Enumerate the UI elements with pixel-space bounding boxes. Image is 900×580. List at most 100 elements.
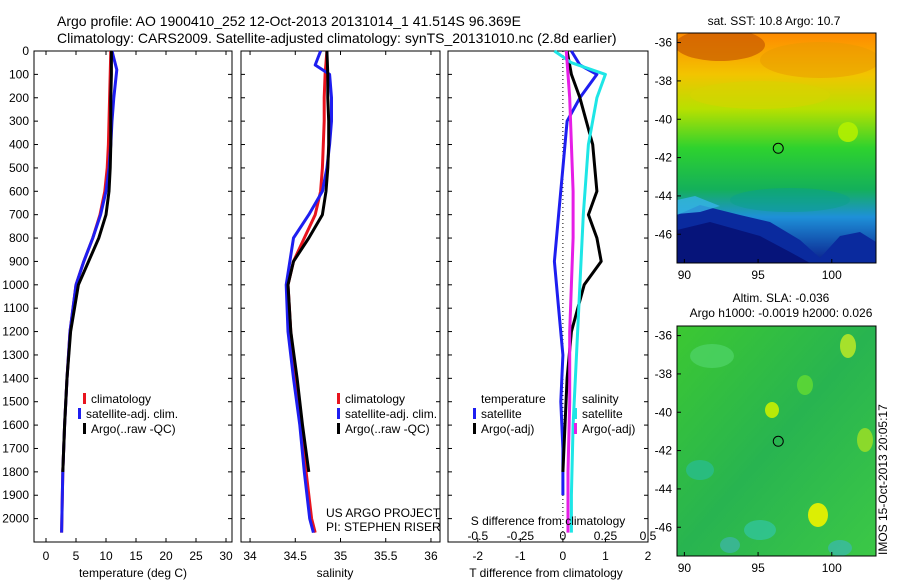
salinity-axis-label: salinity (317, 566, 354, 580)
sla-map-title-2: Argo h1000: -0.0019 h2000: 0.026 (690, 306, 873, 320)
float-position-marker (772, 435, 784, 447)
legend-swatch-argo (337, 423, 340, 434)
x-tick-label: 25 (189, 549, 203, 563)
x-tick-label: 10 (99, 549, 113, 563)
map-x-tick-label: 90 (678, 561, 692, 575)
s-tick-label: -0.25 (507, 529, 535, 543)
y-tick-label: 500 (9, 161, 29, 175)
sst-map-image (677, 33, 876, 263)
y-tick-label: 1000 (2, 278, 29, 292)
map-x-tick-label: 100 (822, 268, 842, 282)
y-tick-label: 700 (9, 208, 29, 222)
sla-map-axes: 90 95 100 -36 -38 -40 -42 -44 -46 (655, 329, 842, 575)
x-tick-label: 2 (645, 549, 652, 563)
s-tick-label: 0 (560, 529, 567, 543)
temperature-plot: 0100200300400500600700800900100011001200… (2, 44, 233, 563)
y-tick-label: 1800 (2, 465, 29, 479)
y-tick-label: 1700 (2, 441, 29, 455)
diff-series-line-0 (552, 50, 599, 496)
legend-label-argo: Argo(..raw -QC) (91, 422, 176, 436)
legend-label-climatology: climatology (91, 392, 151, 406)
y-tick-label: 400 (9, 138, 29, 152)
y-tick-label: 800 (9, 231, 29, 245)
map-y-tick-label: -44 (655, 189, 673, 203)
legend-swatch-sal-satellite (574, 408, 577, 419)
map-y-tick-label: -38 (655, 74, 673, 88)
y-tick-label: 1500 (2, 395, 29, 409)
diff-series-line-3 (564, 50, 575, 533)
series-line-2 (61, 51, 113, 472)
legend-title-temperature: temperature (481, 392, 546, 406)
timestamp-stamp: IMOS 15-Oct-2013 20:05:17 (876, 404, 890, 555)
map-y-tick-label: -44 (655, 482, 673, 496)
sla-map-title-1: Altim. SLA: -0.036 (733, 291, 830, 305)
x-tick-label: 15 (129, 549, 143, 563)
y-tick-label: 1600 (2, 418, 29, 432)
credit-line-2: PI: STEPHEN RISER (326, 520, 441, 534)
x-tick-label: 36 (424, 549, 438, 563)
map-x-tick-label: 90 (678, 268, 692, 282)
y-tick-label: 1400 (2, 371, 29, 385)
y-tick-label: 0 (22, 44, 29, 58)
difference-panel (447, 50, 649, 543)
legend-swatch-climatology (83, 393, 86, 404)
map-x-tick-label: 95 (751, 268, 765, 282)
sst-map-axes: 90 95 100 -36 -38 -40 -42 -44 -46 (655, 36, 842, 282)
x-tick-label: 5 (73, 549, 80, 563)
map-y-tick-label: -40 (655, 112, 673, 126)
y-tick-label: 2000 (2, 512, 29, 526)
legend-swatch-temp-satellite (473, 408, 476, 419)
map-y-tick-label: -38 (655, 367, 673, 381)
x-tick-label: 1 (602, 549, 609, 563)
s-difference-axis-label: S difference from climatology (471, 514, 626, 528)
credit-line-1: US ARGO PROJECT (326, 506, 441, 520)
legend-label-sal-argo: Argo(-adj) (582, 422, 635, 436)
sst-map-frame (676, 32, 877, 264)
salinity-panel (240, 50, 441, 543)
series-line-2 (286, 50, 331, 473)
legend-label-temp-satellite: satellite (481, 407, 522, 421)
y-tick-label: 1200 (2, 325, 29, 339)
temperature-axis-label: temperature (deg C) (79, 566, 187, 580)
header-line-2: Climatology: CARS2009. Satellite-adjuste… (57, 30, 617, 46)
map-y-tick-label: -36 (655, 329, 673, 343)
map-y-tick-label: -40 (655, 405, 673, 419)
float-position-marker (772, 142, 784, 154)
legend-label-sal-satellite: satellite (582, 407, 623, 421)
legend-title-salinity: salinity (582, 392, 619, 406)
map-y-tick-label: -46 (655, 227, 673, 241)
salinity-plot: 34 34.5 35 35.5 36 (241, 50, 440, 563)
difference-legend: temperature salinity satellite Argo(-adj… (473, 392, 635, 436)
t-difference-axis-label: T difference from climatology (469, 566, 623, 580)
x-tick-label: 34 (243, 549, 257, 563)
temperature-panel (33, 50, 233, 543)
x-tick-label: 35 (334, 549, 348, 563)
sla-map-frame (676, 325, 877, 557)
legend-swatch-satellite-adj (78, 408, 81, 419)
x-tick-label: 30 (219, 549, 233, 563)
x-tick-label: -2 (472, 549, 483, 563)
difference-plot: -2 -1 0 1 2 -0.5 -0.25 0 0.25 0.5 (448, 49, 657, 563)
x-tick-label: 0 (560, 549, 567, 563)
y-tick-label: 600 (9, 184, 29, 198)
legend-swatch-temp-argo (473, 423, 476, 434)
y-tick-label: 1300 (2, 348, 29, 362)
legend-label-satellite-adj: satellite-adj. clim. (345, 407, 437, 421)
map-y-tick-label: -46 (655, 520, 673, 534)
sla-map-image (677, 326, 876, 556)
map-x-tick-label: 95 (751, 561, 765, 575)
y-tick-label: 200 (9, 91, 29, 105)
legend-label-argo: Argo(..raw -QC) (345, 422, 430, 436)
temperature-legend: climatology satellite-adj. clim. Argo(..… (78, 392, 178, 436)
legend-swatch-climatology (337, 393, 340, 404)
map-y-tick-label: -36 (655, 36, 673, 50)
map-y-tick-label: -42 (655, 444, 673, 458)
s-tick-label: -0.5 (467, 529, 488, 543)
y-tick-label: 300 (9, 114, 29, 128)
map-x-tick-label: 100 (822, 561, 842, 575)
sst-map-title: sat. SST: 10.8 Argo: 10.7 (708, 14, 841, 28)
salinity-legend: climatology satellite-adj. clim. Argo(..… (337, 392, 437, 436)
diff-series-line-1 (561, 50, 603, 472)
x-tick-label: 20 (159, 549, 173, 563)
